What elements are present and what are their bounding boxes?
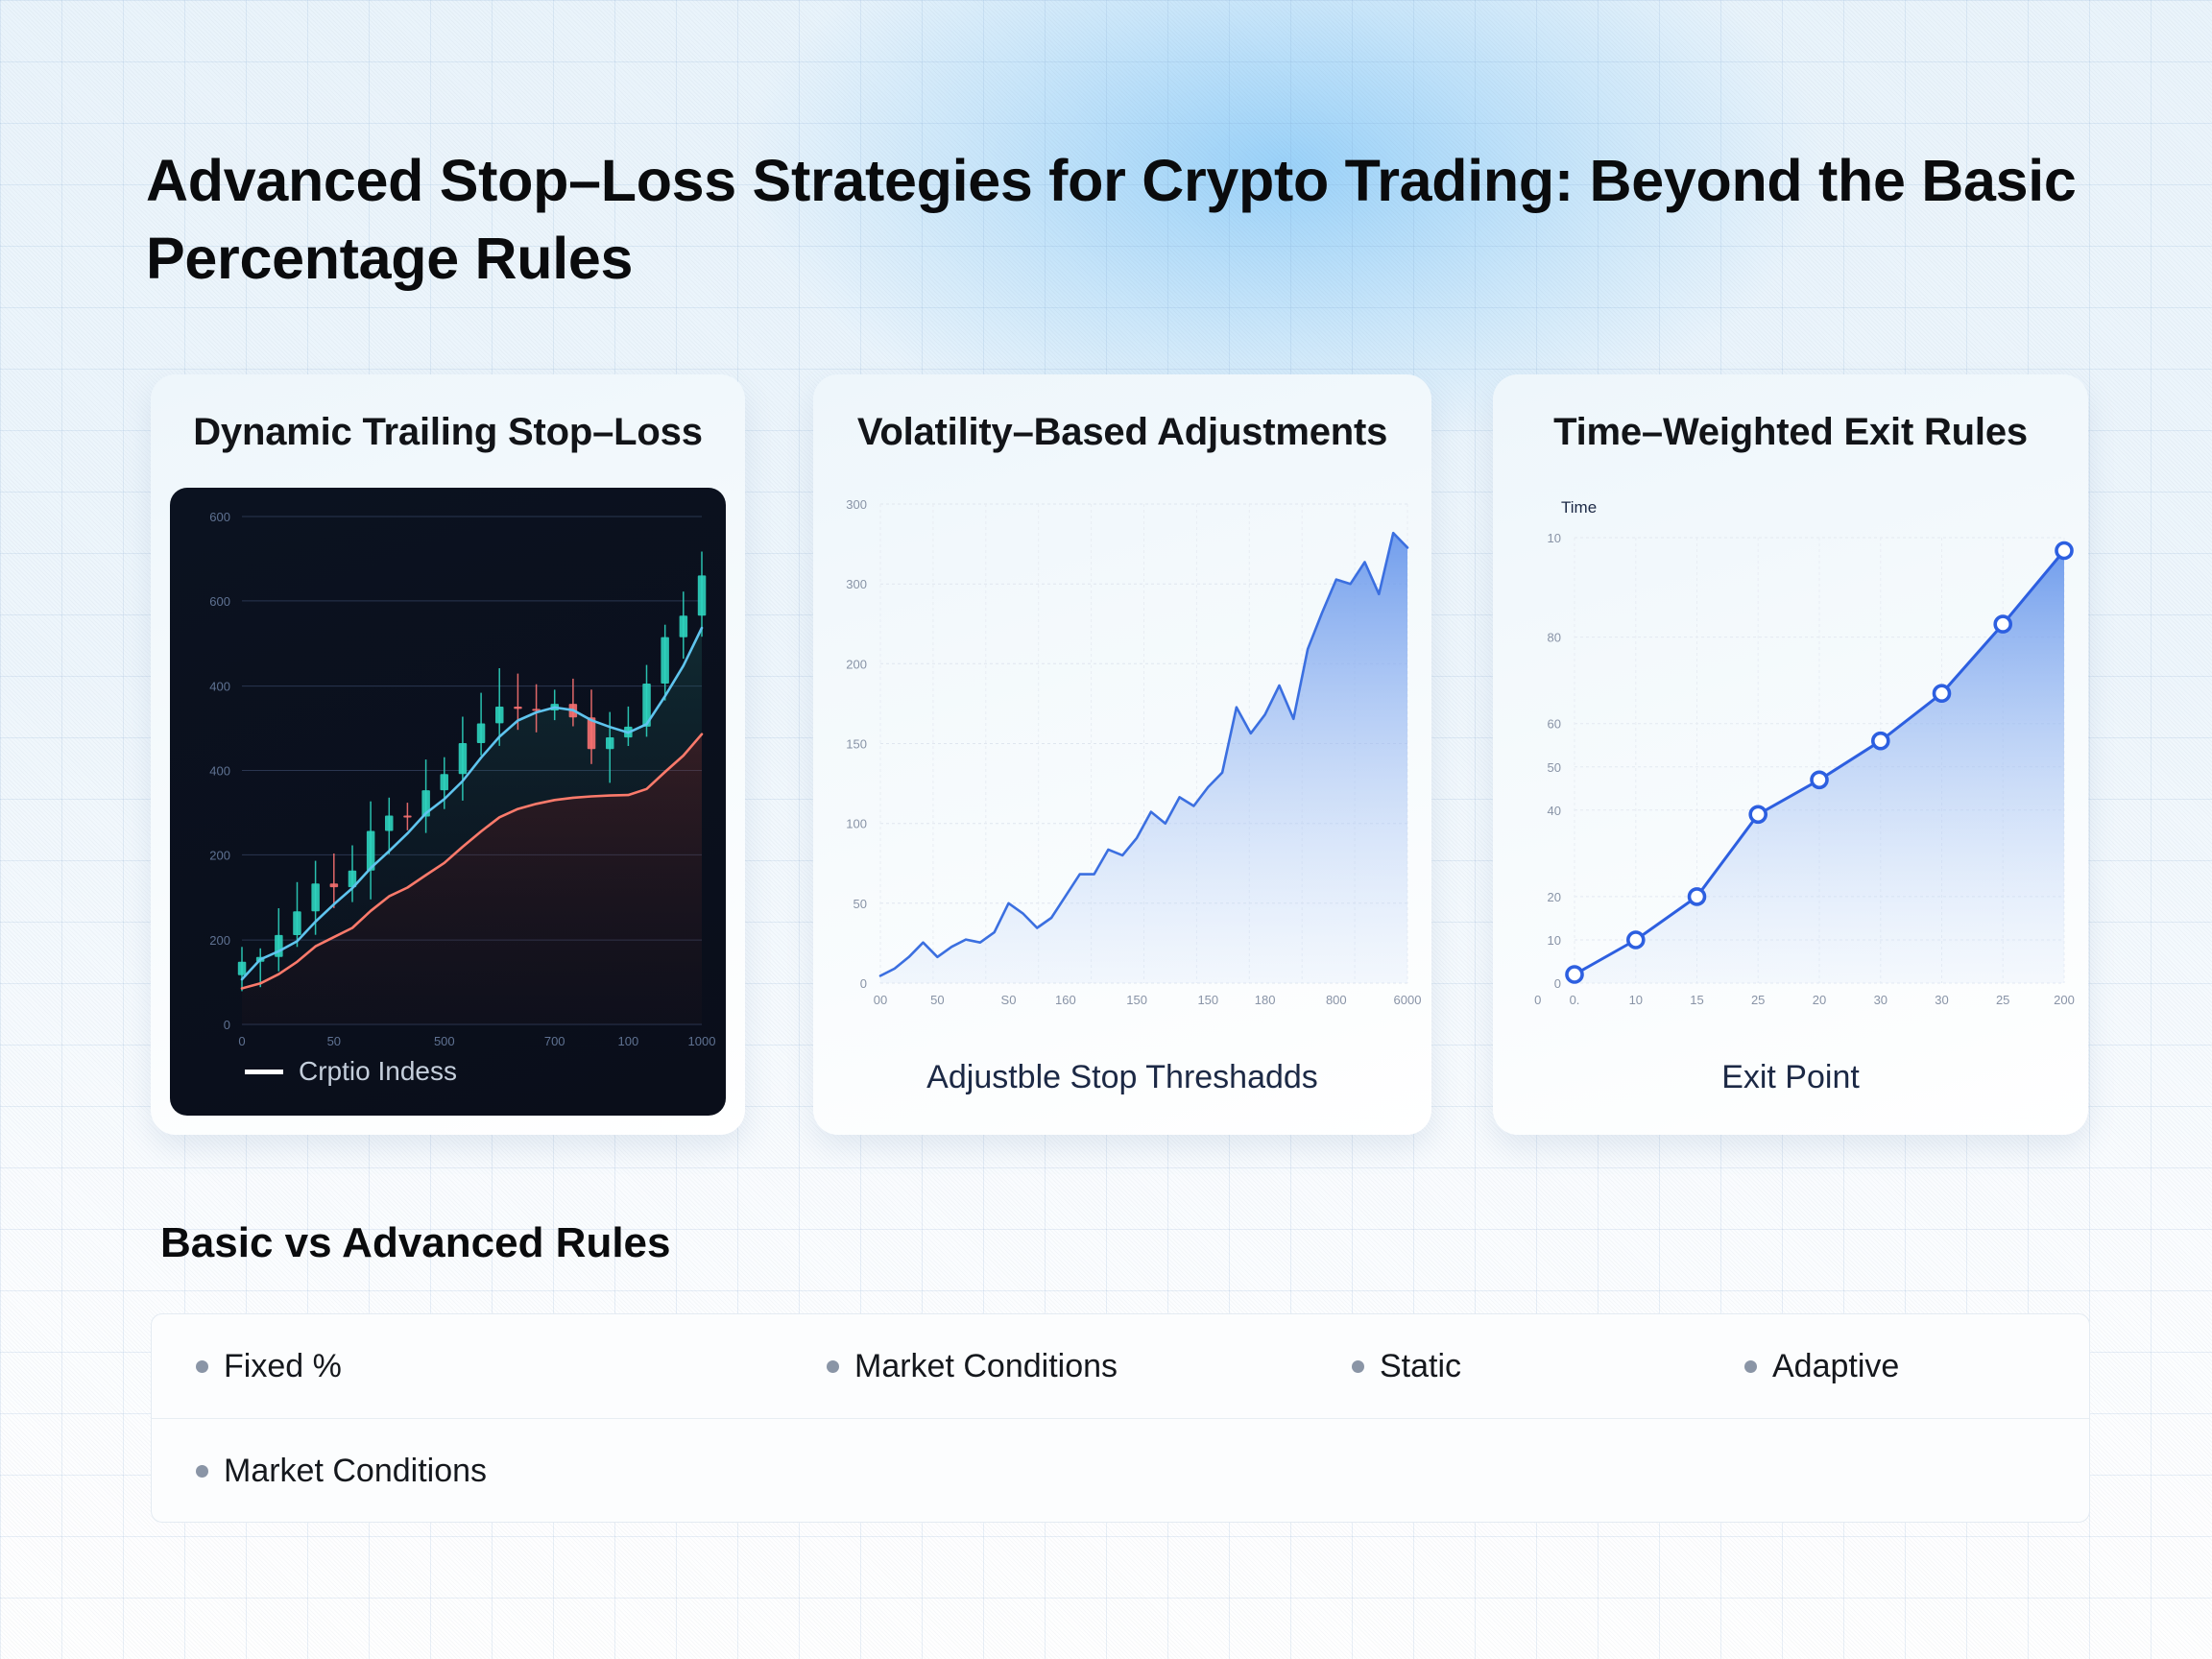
svg-text:50: 50 (327, 1034, 341, 1048)
svg-text:Time: Time (1561, 498, 1597, 517)
svg-text:20: 20 (1813, 993, 1826, 1007)
svg-text:00: 00 (874, 993, 887, 1007)
svg-text:400: 400 (209, 764, 230, 779)
svg-text:10: 10 (1629, 993, 1643, 1007)
svg-text:S0: S0 (1001, 993, 1017, 1007)
svg-text:0: 0 (1534, 993, 1541, 1007)
svg-text:200: 200 (209, 848, 230, 862)
svg-text:40: 40 (1548, 804, 1561, 818)
svg-text:200: 200 (2054, 993, 2075, 1007)
svg-text:10: 10 (1548, 531, 1561, 545)
svg-text:100: 100 (618, 1034, 639, 1048)
svg-text:0: 0 (1554, 976, 1561, 991)
svg-text:150: 150 (846, 737, 867, 752)
svg-text:160: 160 (1055, 993, 1076, 1007)
svg-text:150: 150 (1197, 993, 1218, 1007)
svg-text:800: 800 (1326, 993, 1347, 1007)
svg-text:25: 25 (1996, 993, 2009, 1007)
svg-text:150: 150 (1126, 993, 1147, 1007)
svg-text:80: 80 (1548, 631, 1561, 645)
svg-text:60: 60 (1548, 717, 1561, 732)
svg-text:30: 30 (1935, 993, 1948, 1007)
svg-text:30: 30 (1874, 993, 1887, 1007)
svg-text:700: 700 (544, 1034, 565, 1048)
svg-text:50: 50 (854, 897, 867, 911)
svg-text:15: 15 (1690, 993, 1703, 1007)
svg-text:20: 20 (1548, 890, 1561, 904)
svg-text:200: 200 (846, 657, 867, 671)
svg-text:50: 50 (930, 993, 944, 1007)
svg-text:0: 0 (224, 1018, 230, 1032)
svg-text:0: 0 (860, 976, 867, 991)
svg-text:100: 100 (846, 817, 867, 831)
svg-text:300: 300 (846, 577, 867, 591)
svg-text:25: 25 (1751, 993, 1765, 1007)
svg-text:400: 400 (209, 680, 230, 694)
svg-text:50: 50 (1548, 760, 1561, 775)
svg-text:6000: 6000 (1394, 993, 1422, 1007)
svg-text:500: 500 (434, 1034, 455, 1048)
svg-text:1000: 1000 (688, 1034, 716, 1048)
svg-text:300: 300 (846, 497, 867, 512)
svg-text:0: 0 (238, 1034, 245, 1048)
svg-text:600: 600 (209, 594, 230, 609)
svg-text:180: 180 (1255, 993, 1276, 1007)
svg-text:10: 10 (1548, 933, 1561, 948)
svg-text:0.: 0. (1570, 993, 1580, 1007)
svg-text:200: 200 (209, 933, 230, 948)
svg-text:600: 600 (209, 510, 230, 524)
